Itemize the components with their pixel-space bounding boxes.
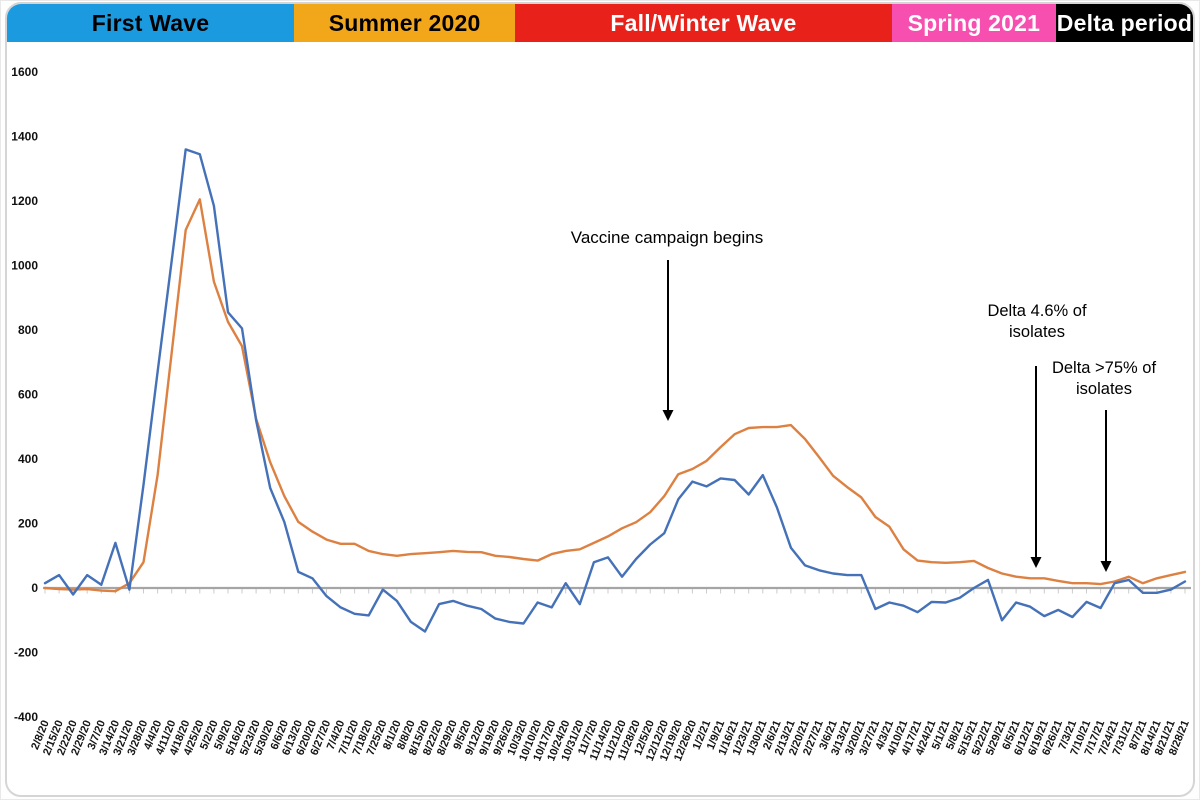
period-band-label: First Wave (91, 9, 210, 36)
period-band-delta-period: Delta period (1055, 4, 1193, 42)
period-band-label: Delta period (1056, 9, 1193, 36)
period-band-row: First Wave Summer 2020 Fall/Winter Wave … (7, 4, 1193, 42)
period-band-summer-2020: Summer 2020 (294, 4, 516, 42)
annotation-delta-75: Delta >75% of isolates (1024, 358, 1184, 400)
annotation-delta-4-6: Delta 4.6% of isolates (957, 301, 1117, 343)
annotation-vaccine-campaign: Vaccine campaign begins (547, 227, 787, 248)
annotation-text: isolates (1076, 380, 1132, 398)
chart-card: First Wave Summer 2020 Fall/Winter Wave … (5, 2, 1195, 797)
period-band-label: Summer 2020 (328, 9, 481, 36)
period-band-fall-winter-wave: Fall/Winter Wave (515, 4, 892, 42)
period-band-label: Fall/Winter Wave (610, 9, 797, 36)
annotation-text: isolates (1009, 323, 1065, 341)
period-band-spring-2021: Spring 2021 (891, 4, 1056, 42)
annotation-text: Delta >75% of (1051, 359, 1157, 377)
period-band-first-wave: First Wave (7, 4, 294, 42)
period-band-label: Spring 2021 (907, 9, 1041, 36)
annotation-text: Vaccine campaign begins (570, 228, 764, 247)
annotation-text: Delta 4.6% of (987, 302, 1087, 320)
